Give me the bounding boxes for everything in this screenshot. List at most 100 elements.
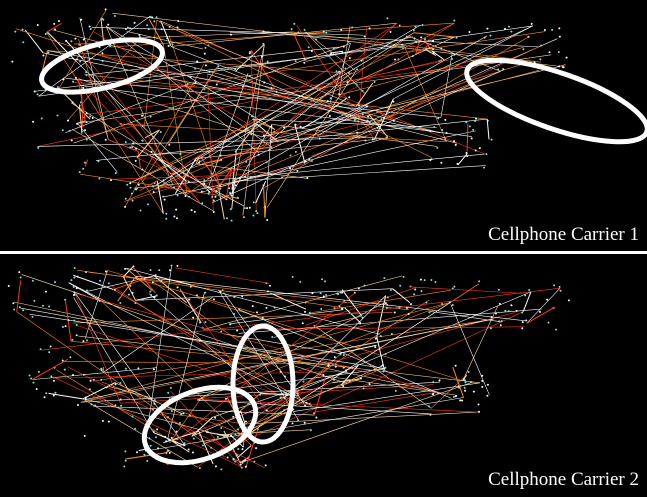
network-node [234, 178, 236, 180]
network-node [461, 399, 463, 401]
network-node [245, 161, 247, 163]
network-node [74, 267, 76, 269]
network-node [165, 440, 167, 442]
network-node [360, 377, 362, 379]
network-node [237, 197, 239, 199]
network-node [441, 129, 443, 131]
network-node [259, 394, 261, 396]
network-node [266, 161, 268, 163]
network-node [302, 322, 304, 324]
network-node [175, 209, 177, 211]
network-node [387, 296, 389, 298]
network-node [478, 411, 480, 413]
network-node [390, 289, 392, 291]
network-node [236, 454, 238, 456]
network-node [358, 104, 360, 106]
network-node [120, 399, 122, 401]
network-node [464, 387, 466, 389]
network-node [237, 448, 239, 450]
network-node [192, 317, 194, 319]
network-node [53, 380, 55, 382]
network-node [327, 100, 329, 102]
network-node [490, 327, 492, 329]
network-node [474, 120, 476, 122]
network-node [13, 309, 15, 311]
network-node [547, 322, 549, 324]
network-node [236, 330, 238, 332]
network-node [252, 305, 254, 307]
network-node [432, 381, 434, 383]
network-node [367, 115, 369, 117]
network-node [284, 376, 286, 378]
network-node [292, 276, 294, 278]
network-node [30, 378, 32, 380]
network-node [86, 139, 88, 141]
network-node [45, 33, 47, 35]
network-node [410, 303, 412, 305]
network-node [566, 57, 568, 59]
network-node [241, 467, 243, 469]
network-node [85, 71, 87, 73]
network-node [325, 294, 327, 296]
network-node [177, 20, 179, 22]
network-node [196, 61, 198, 63]
network-node [521, 311, 523, 313]
network-node [72, 374, 74, 376]
network-node [504, 310, 506, 312]
network-node [125, 198, 127, 200]
network-node [297, 419, 299, 421]
network-node [230, 34, 232, 36]
network-node [325, 31, 327, 33]
network-node [219, 188, 221, 190]
network-node [334, 356, 336, 358]
network-node [151, 17, 153, 19]
network-node [455, 144, 457, 146]
network-node [169, 452, 171, 454]
network-node [109, 45, 111, 47]
network-node [171, 410, 173, 412]
network-node [76, 324, 78, 326]
network-node [510, 31, 512, 33]
network-node [321, 278, 323, 280]
network-node [37, 24, 39, 26]
network-node [380, 118, 382, 120]
network-node [217, 436, 219, 438]
network-node [90, 28, 92, 30]
network-node [44, 396, 46, 398]
network-node [165, 213, 167, 215]
network-node [134, 22, 136, 24]
network-node [156, 16, 158, 18]
network-node [204, 47, 206, 49]
network-node [315, 417, 317, 419]
network-node [525, 320, 527, 322]
network-node [167, 450, 169, 452]
network-node [385, 353, 387, 355]
network-node [50, 345, 52, 347]
network-node [229, 192, 231, 194]
network-node [227, 456, 229, 458]
figure: Cellphone Carrier 1 Cellphone Carrier 2 [0, 0, 647, 497]
network-node [231, 220, 233, 222]
network-node [453, 20, 455, 22]
network-node [171, 437, 173, 439]
network-node [408, 313, 410, 315]
network-node [53, 23, 55, 25]
network-node [89, 26, 91, 28]
network-node [38, 371, 40, 373]
network-node [73, 294, 75, 296]
network-node [170, 387, 172, 389]
network-node [386, 17, 388, 19]
network-node [50, 375, 52, 377]
network-node [508, 26, 510, 28]
network-node [234, 433, 236, 435]
network-node [291, 28, 293, 30]
network-node [216, 84, 218, 86]
network-node [67, 120, 69, 122]
network-node [342, 385, 344, 387]
network-node [473, 391, 475, 393]
network-node [75, 77, 77, 79]
network-node [362, 114, 364, 116]
network-node [439, 379, 441, 381]
network-node [64, 299, 66, 301]
network-node [403, 276, 405, 278]
